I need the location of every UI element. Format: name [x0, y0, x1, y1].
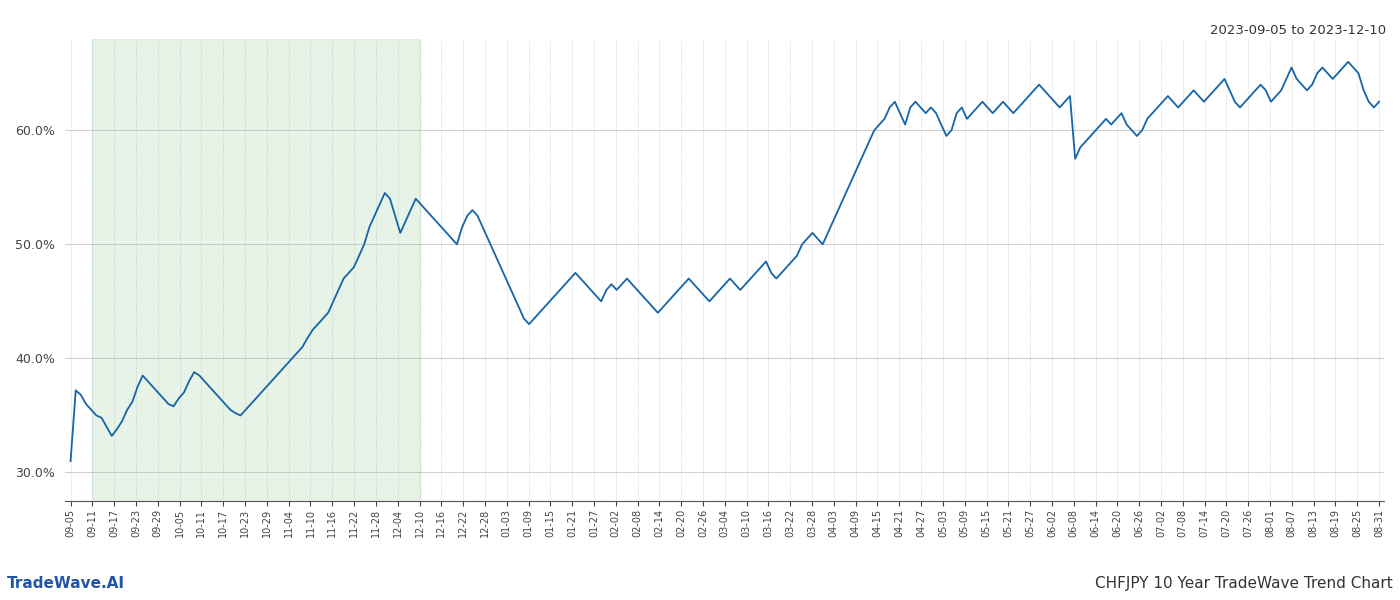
Text: 2023-09-05 to 2023-12-10: 2023-09-05 to 2023-12-10 [1210, 24, 1386, 37]
Text: TradeWave.AI: TradeWave.AI [7, 576, 125, 591]
Text: CHFJPY 10 Year TradeWave Trend Chart: CHFJPY 10 Year TradeWave Trend Chart [1095, 576, 1393, 591]
Bar [92, 39, 420, 501]
